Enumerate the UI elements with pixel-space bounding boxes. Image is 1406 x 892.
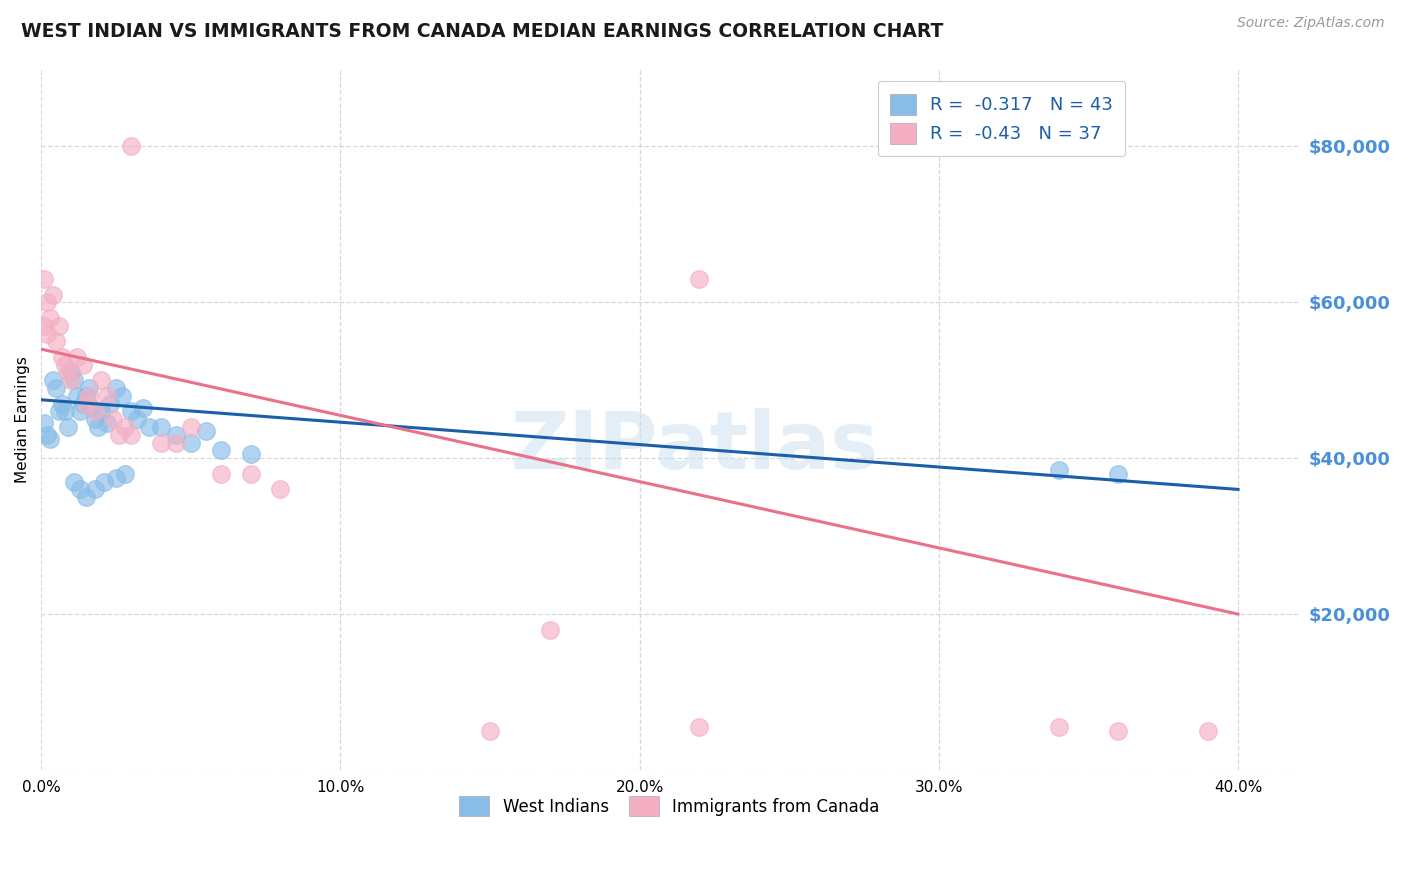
Point <box>104 471 127 485</box>
Point <box>84 412 107 426</box>
Point <box>39 432 62 446</box>
Text: ZIPatlas: ZIPatlas <box>510 409 879 486</box>
Point <box>1107 724 1129 739</box>
Point <box>688 272 710 286</box>
Point <box>42 373 65 387</box>
Point <box>120 139 142 153</box>
Point <box>84 483 107 497</box>
Point <box>180 420 202 434</box>
Point <box>69 404 91 418</box>
Point <box>239 447 262 461</box>
Point <box>111 389 134 403</box>
Point <box>72 397 94 411</box>
Point <box>66 350 89 364</box>
Point <box>165 435 187 450</box>
Point <box>90 373 112 387</box>
Point <box>45 381 67 395</box>
Point <box>180 435 202 450</box>
Point <box>75 490 97 504</box>
Point <box>75 397 97 411</box>
Point <box>66 389 89 403</box>
Point <box>60 373 83 387</box>
Point <box>98 397 121 411</box>
Point <box>1047 463 1070 477</box>
Point <box>60 366 83 380</box>
Point <box>87 420 110 434</box>
Point <box>35 326 58 341</box>
Point <box>77 389 100 403</box>
Point <box>270 483 292 497</box>
Point <box>114 467 136 481</box>
Point <box>90 404 112 418</box>
Point <box>48 404 70 418</box>
Text: Source: ZipAtlas.com: Source: ZipAtlas.com <box>1237 16 1385 30</box>
Point <box>194 424 217 438</box>
Point <box>35 427 58 442</box>
Point <box>120 427 142 442</box>
Point <box>209 443 232 458</box>
Point <box>209 467 232 481</box>
Point <box>149 420 172 434</box>
Point <box>69 483 91 497</box>
Y-axis label: Median Earnings: Median Earnings <box>15 356 30 483</box>
Point <box>80 401 103 415</box>
Point <box>114 420 136 434</box>
Point <box>538 623 561 637</box>
Point <box>478 724 501 739</box>
Point <box>1197 724 1219 739</box>
Point <box>48 318 70 333</box>
Point <box>125 412 148 426</box>
Point <box>165 427 187 442</box>
Point <box>239 467 262 481</box>
Point <box>39 310 62 325</box>
Point <box>56 420 79 434</box>
Point <box>32 416 55 430</box>
Point <box>72 358 94 372</box>
Point <box>1047 720 1070 734</box>
Text: WEST INDIAN VS IMMIGRANTS FROM CANADA MEDIAN EARNINGS CORRELATION CHART: WEST INDIAN VS IMMIGRANTS FROM CANADA ME… <box>21 22 943 41</box>
Point <box>51 350 73 364</box>
Point <box>1107 467 1129 481</box>
Point <box>51 397 73 411</box>
Point <box>96 416 118 430</box>
Point <box>688 720 710 734</box>
Point <box>96 389 118 403</box>
Point <box>75 389 97 403</box>
Point <box>32 318 55 333</box>
Point <box>63 475 86 489</box>
Point <box>53 404 76 418</box>
Legend: West Indians, Immigrants from Canada: West Indians, Immigrants from Canada <box>451 788 889 825</box>
Point <box>138 420 160 434</box>
Point <box>93 475 115 489</box>
Point <box>63 373 86 387</box>
Point <box>45 334 67 349</box>
Point <box>42 287 65 301</box>
Point <box>108 427 131 442</box>
Point <box>132 401 155 415</box>
Point <box>120 404 142 418</box>
Point <box>77 381 100 395</box>
Point <box>101 412 124 426</box>
Point <box>53 358 76 372</box>
Point <box>32 272 55 286</box>
Point <box>56 366 79 380</box>
Point <box>84 404 107 418</box>
Point <box>104 381 127 395</box>
Point <box>149 435 172 450</box>
Point <box>35 295 58 310</box>
